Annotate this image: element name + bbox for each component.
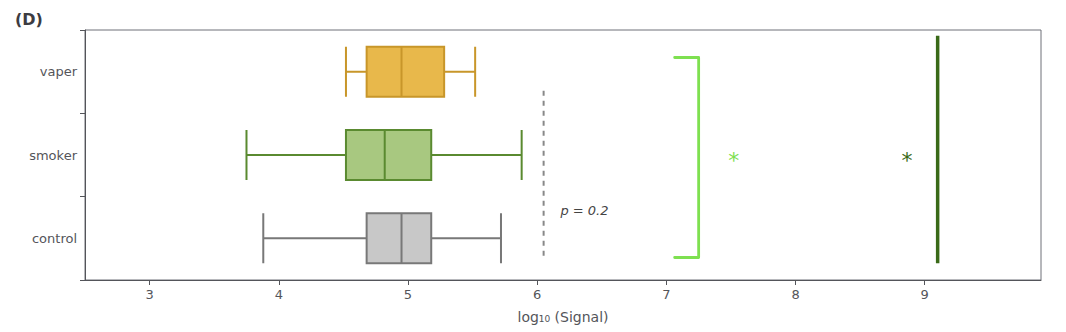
svg-text:5: 5 — [404, 287, 412, 302]
svg-text:log₁₀ (Signal): log₁₀ (Signal) — [518, 309, 609, 325]
svg-text:p = 0.2: p = 0.2 — [559, 203, 608, 218]
svg-text:(D): (D) — [15, 10, 43, 29]
svg-text:7: 7 — [662, 287, 670, 302]
svg-text:4: 4 — [275, 287, 283, 302]
svg-text:control: control — [32, 231, 77, 246]
svg-text:3: 3 — [145, 287, 153, 302]
svg-text:6: 6 — [533, 287, 541, 302]
svg-text:smoker: smoker — [29, 148, 77, 163]
svg-text:8: 8 — [791, 287, 799, 302]
svg-text:vaper: vaper — [40, 64, 78, 79]
svg-text:*: * — [728, 148, 739, 173]
svg-text:*: * — [901, 148, 912, 173]
svg-text:9: 9 — [921, 287, 929, 302]
